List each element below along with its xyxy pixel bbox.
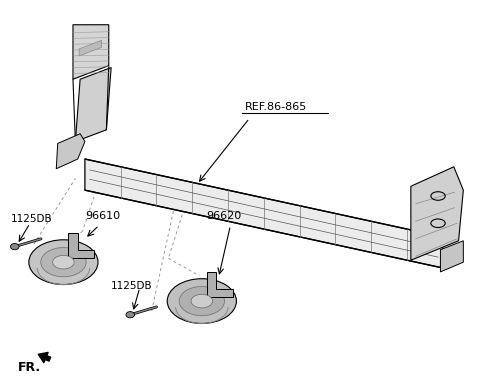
Ellipse shape [11,243,19,250]
Text: 96610: 96610 [85,211,120,221]
Text: 96620: 96620 [206,211,242,221]
Ellipse shape [41,248,86,277]
Polygon shape [206,272,233,297]
Polygon shape [85,159,443,268]
Text: FR.: FR. [18,361,41,374]
Polygon shape [56,134,85,169]
Polygon shape [441,241,463,272]
Text: 1125DB: 1125DB [111,281,153,290]
Polygon shape [75,67,111,142]
Text: 1125DB: 1125DB [11,214,52,224]
Ellipse shape [29,240,98,285]
Ellipse shape [191,294,213,308]
Polygon shape [68,233,95,258]
Ellipse shape [179,287,225,316]
FancyArrowPatch shape [38,352,51,363]
Text: REF.86-865: REF.86-865 [245,102,307,113]
Polygon shape [79,40,102,56]
Polygon shape [411,167,463,260]
Ellipse shape [126,312,134,318]
Ellipse shape [167,279,237,323]
Ellipse shape [53,255,74,269]
Polygon shape [73,25,109,79]
